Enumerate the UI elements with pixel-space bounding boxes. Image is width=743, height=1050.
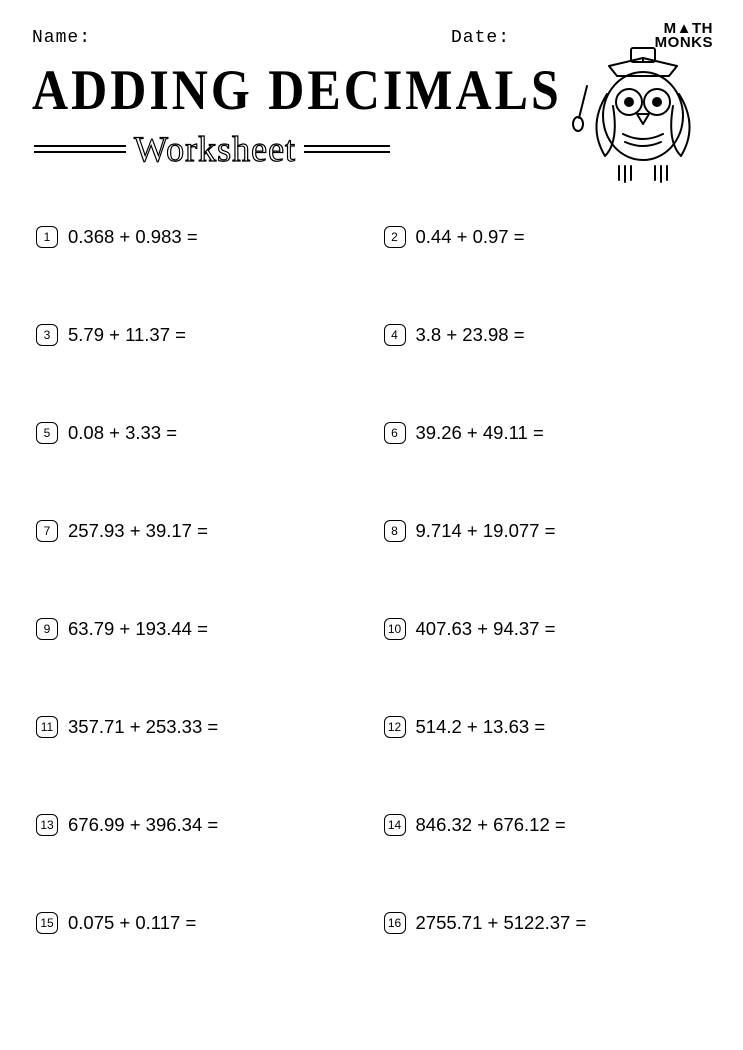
problem-number: 15 xyxy=(36,912,58,934)
problem-expression: 0.44 + 0.97 = xyxy=(416,226,525,248)
problem-expression: 357.71 + 253.33 = xyxy=(68,716,218,738)
problem-item: 9 63.79 + 193.44 = xyxy=(36,618,360,640)
problem-expression: 63.79 + 193.44 = xyxy=(68,618,208,640)
problem-item: 1 0.368 + 0.983 = xyxy=(36,226,360,248)
problem-expression: 407.63 + 94.37 = xyxy=(416,618,556,640)
problem-expression: 846.32 + 676.12 = xyxy=(416,814,566,836)
problem-number: 13 xyxy=(36,814,58,836)
problem-number: 6 xyxy=(384,422,406,444)
problem-number: 10 xyxy=(384,618,406,640)
problem-item: 14 846.32 + 676.12 = xyxy=(384,814,708,836)
header-row: Name: Date: xyxy=(32,28,711,48)
problem-number: 16 xyxy=(384,912,406,934)
problem-number: 4 xyxy=(384,324,406,346)
problem-expression: 0.368 + 0.983 = xyxy=(68,226,198,248)
problems-grid: 1 0.368 + 0.983 = 2 0.44 + 0.97 = 3 5.79 + … xyxy=(32,226,711,934)
problem-expression: 5.79 + 11.37 = xyxy=(68,324,186,346)
page-subtitle: Worksheet xyxy=(134,128,296,170)
problem-item: 4 3.8 + 23.98 = xyxy=(384,324,708,346)
problem-item: 11 357.71 + 253.33 = xyxy=(36,716,360,738)
problem-number: 7 xyxy=(36,520,58,542)
owl-mascot-icon xyxy=(569,46,717,206)
problem-number: 12 xyxy=(384,716,406,738)
problem-number: 1 xyxy=(36,226,58,248)
problem-number: 14 xyxy=(384,814,406,836)
problem-number: 5 xyxy=(36,422,58,444)
problem-item: 2 0.44 + 0.97 = xyxy=(384,226,708,248)
problem-number: 3 xyxy=(36,324,58,346)
problem-number: 2 xyxy=(384,226,406,248)
problem-number: 11 xyxy=(36,716,58,738)
problem-expression: 9.714 + 19.077 = xyxy=(416,520,556,542)
problem-item: 3 5.79 + 11.37 = xyxy=(36,324,360,346)
problem-item: 5 0.08 + 3.33 = xyxy=(36,422,360,444)
problem-item: 13 676.99 + 396.34 = xyxy=(36,814,360,836)
problem-expression: 3.8 + 23.98 = xyxy=(416,324,525,346)
problem-item: 15 0.075 + 0.117 = xyxy=(36,912,360,934)
problem-expression: 0.08 + 3.33 = xyxy=(68,422,177,444)
rule-right-icon xyxy=(304,145,390,153)
problem-expression: 257.93 + 39.17 = xyxy=(68,520,208,542)
problem-item: 10 407.63 + 94.37 = xyxy=(384,618,708,640)
problem-item: 7 257.93 + 39.17 = xyxy=(36,520,360,542)
problem-item: 8 9.714 + 19.077 = xyxy=(384,520,708,542)
problem-item: 16 2755.71 + 5122.37 = xyxy=(384,912,708,934)
rule-left-icon xyxy=(34,145,126,153)
problem-number: 8 xyxy=(384,520,406,542)
problem-expression: 39.26 + 49.11 = xyxy=(416,422,544,444)
problem-expression: 676.99 + 396.34 = xyxy=(68,814,218,836)
problem-item: 12 514.2 + 13.63 = xyxy=(384,716,708,738)
problem-number: 9 xyxy=(36,618,58,640)
name-label: Name: xyxy=(32,28,451,48)
problem-expression: 514.2 + 13.63 = xyxy=(416,716,546,738)
problem-item: 6 39.26 + 49.11 = xyxy=(384,422,708,444)
problem-expression: 2755.71 + 5122.37 = xyxy=(416,912,587,934)
problem-expression: 0.075 + 0.117 = xyxy=(68,912,196,934)
